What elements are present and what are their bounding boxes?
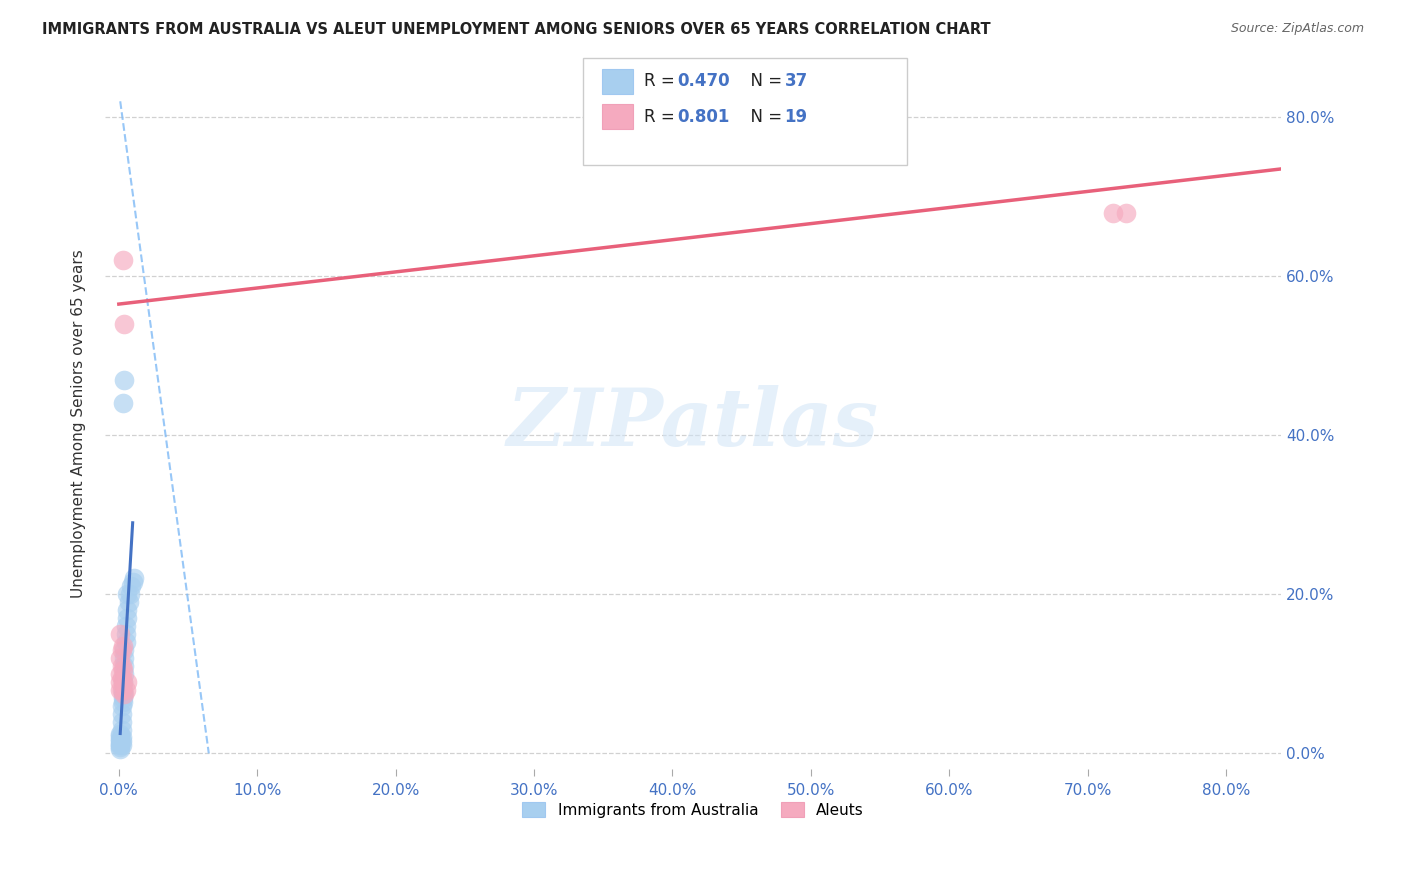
Text: IMMIGRANTS FROM AUSTRALIA VS ALEUT UNEMPLOYMENT AMONG SENIORS OVER 65 YEARS CORR: IMMIGRANTS FROM AUSTRALIA VS ALEUT UNEMP…	[42, 22, 991, 37]
Point	[111, 674, 134, 689]
Point	[121, 575, 143, 590]
Point	[111, 639, 134, 653]
Point	[110, 723, 132, 737]
Point	[110, 739, 132, 754]
Point	[110, 674, 132, 689]
Point	[110, 739, 132, 753]
Point	[112, 317, 135, 331]
Point	[111, 253, 134, 268]
Point	[111, 682, 134, 697]
Text: 0.801: 0.801	[678, 108, 730, 126]
Y-axis label: Unemployment Among Seniors over 65 years: Unemployment Among Seniors over 65 years	[72, 249, 86, 598]
Point	[112, 643, 135, 657]
Point	[110, 739, 132, 753]
Point	[110, 732, 132, 747]
Text: N =: N =	[740, 108, 787, 126]
Text: R =: R =	[644, 108, 681, 126]
Text: ZIPatlas: ZIPatlas	[508, 384, 879, 462]
Point	[115, 674, 138, 689]
Point	[110, 651, 132, 665]
Point	[111, 690, 134, 705]
Legend: Immigrants from Australia, Aleuts: Immigrants from Australia, Aleuts	[516, 796, 870, 824]
Point	[110, 627, 132, 641]
Point	[112, 659, 135, 673]
Point	[117, 595, 139, 609]
Point	[1115, 205, 1137, 219]
Point	[110, 737, 132, 751]
Point	[114, 635, 136, 649]
Point	[110, 731, 132, 745]
Point	[115, 611, 138, 625]
Point	[112, 666, 135, 681]
Point	[110, 742, 132, 756]
Point	[110, 666, 132, 681]
Point	[110, 734, 132, 748]
Point	[110, 671, 132, 685]
Point	[111, 687, 134, 701]
Point	[110, 726, 132, 740]
Point	[115, 587, 138, 601]
Point	[114, 627, 136, 641]
Point	[112, 651, 135, 665]
Point	[111, 396, 134, 410]
Point	[111, 674, 134, 689]
Point	[110, 659, 132, 673]
Point	[110, 643, 132, 657]
Text: N =: N =	[740, 72, 787, 90]
Point	[114, 682, 136, 697]
Point	[120, 579, 142, 593]
Point	[110, 682, 132, 697]
Point	[110, 729, 132, 743]
Point	[115, 603, 138, 617]
Text: Source: ZipAtlas.com: Source: ZipAtlas.com	[1230, 22, 1364, 36]
Point	[110, 706, 132, 721]
Text: R =: R =	[644, 72, 681, 90]
Point	[118, 587, 141, 601]
Point	[1101, 205, 1123, 219]
Point	[110, 682, 132, 697]
Point	[110, 698, 132, 713]
Point	[110, 714, 132, 729]
Point	[111, 695, 134, 709]
Point	[111, 663, 134, 677]
Text: 37: 37	[785, 72, 808, 90]
Text: 19: 19	[785, 108, 807, 126]
Point	[114, 619, 136, 633]
Point	[122, 571, 145, 585]
Point	[110, 734, 132, 748]
Point	[112, 687, 135, 701]
Text: 0.470: 0.470	[678, 72, 730, 90]
Point	[112, 373, 135, 387]
